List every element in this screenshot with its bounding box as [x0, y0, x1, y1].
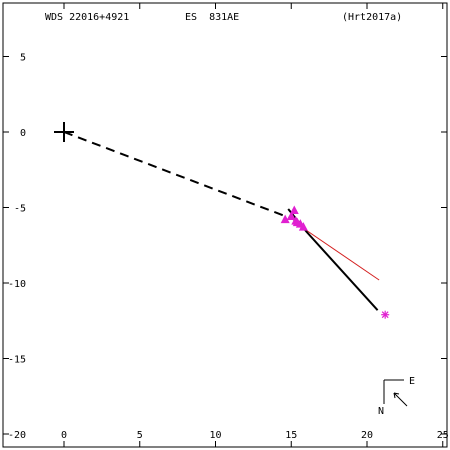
orientation-north-label: N — [378, 406, 384, 417]
orientation-arrowhead-b — [393, 392, 396, 399]
y-tick-label: -15 — [8, 355, 26, 366]
orientation-arrow — [393, 392, 408, 407]
asterisk-stroke — [381, 311, 389, 319]
last-observation-marker — [381, 310, 390, 319]
orientation-east-label: E — [409, 376, 415, 387]
orbit-solid-line — [287, 208, 379, 311]
orientation-indicator: E N — [378, 376, 415, 417]
observation-point — [292, 217, 302, 227]
y-tick-label: -5 — [14, 204, 26, 215]
y-tick-label: 0 — [20, 128, 26, 139]
header-pair-name: ES 831AE — [185, 12, 239, 23]
y-tick-label: -20 — [8, 430, 26, 441]
y-axis: 5 0 -5 -10 -15 -20 — [3, 53, 447, 441]
plot-series — [54, 122, 390, 319]
x-tick-label: 15 — [285, 430, 297, 441]
y-tick-label: 5 — [20, 53, 26, 64]
orientation-arrowhead-a — [393, 392, 400, 395]
observation-point — [280, 214, 290, 224]
y-tick-label: -10 — [8, 279, 26, 290]
x-tick-label: 10 — [209, 430, 221, 441]
observation-point — [298, 222, 308, 231]
observation-point — [289, 205, 299, 215]
x-axis: 0 5 10 15 20 25 — [61, 3, 449, 447]
orbit-dashed-line — [63, 131, 295, 221]
header-reference: (Hrt2017a) — [342, 12, 402, 23]
x-tick-label: 5 — [137, 430, 143, 441]
observation-point — [286, 211, 296, 221]
x-tick-label: 0 — [61, 430, 67, 441]
header-wds-id: WDS 22016+4921 — [45, 12, 129, 23]
x-tick-label: 20 — [361, 430, 373, 441]
x-tick-label: 25 — [437, 430, 449, 441]
linear-fit-line — [297, 223, 380, 281]
